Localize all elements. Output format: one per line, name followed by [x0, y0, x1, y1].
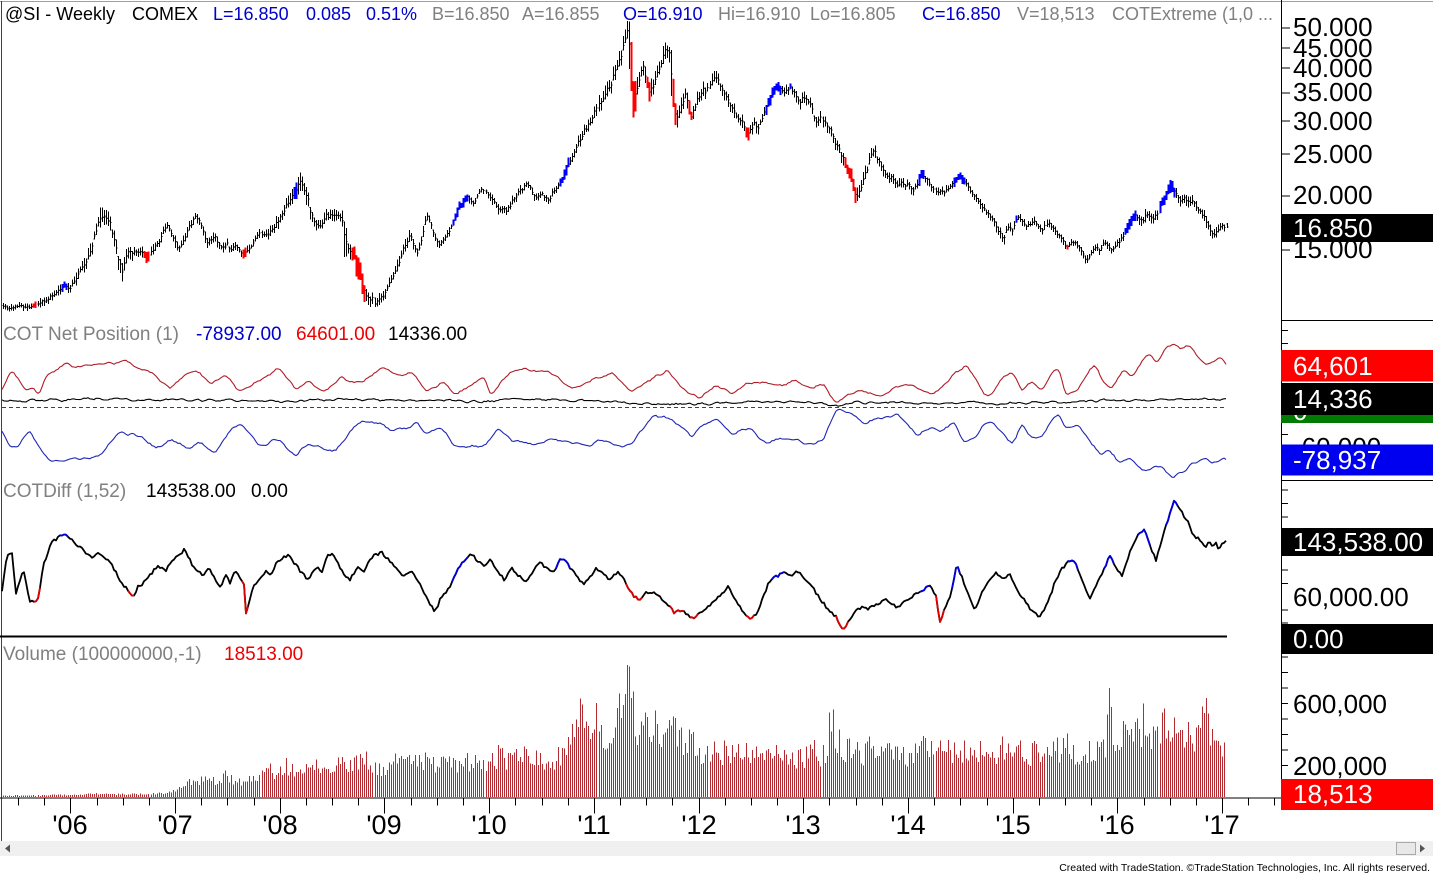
svg-text:45.000: 45.000 [1293, 33, 1373, 63]
svg-text:143,538.00: 143,538.00 [1293, 527, 1423, 557]
svg-text:'10: '10 [471, 810, 506, 840]
svg-text:COMEX: COMEX [132, 4, 198, 24]
svg-text:O=16.910: O=16.910 [623, 4, 703, 24]
svg-text:200,000: 200,000 [1293, 751, 1387, 781]
svg-text:16.850: 16.850 [1293, 213, 1373, 243]
svg-text:14336.00: 14336.00 [388, 324, 467, 345]
svg-text:-78937.00: -78937.00 [196, 324, 282, 345]
svg-text:0.00: 0.00 [1293, 624, 1344, 654]
svg-text:'11: '11 [577, 810, 610, 840]
svg-text:-78,937: -78,937 [1293, 445, 1381, 475]
svg-text:143538.00: 143538.00 [146, 481, 236, 502]
svg-text:'16: '16 [1099, 810, 1134, 840]
svg-text:30.000: 30.000 [1293, 106, 1373, 136]
svg-text:14,336: 14,336 [1293, 384, 1373, 414]
svg-text:40.000: 40.000 [1293, 53, 1373, 83]
svg-text:18,513: 18,513 [1293, 779, 1373, 809]
svg-text:50.000: 50.000 [1293, 12, 1373, 42]
svg-text:A=16.855: A=16.855 [522, 4, 600, 24]
svg-text:B=16.850: B=16.850 [432, 4, 510, 24]
svg-text:60,000.00: 60,000.00 [1293, 582, 1409, 612]
svg-text:64,601: 64,601 [1293, 351, 1373, 381]
svg-text:L=16.850: L=16.850 [213, 4, 289, 24]
svg-text:20.000: 20.000 [1293, 180, 1373, 210]
svg-text:'12: '12 [681, 810, 716, 840]
svg-text:@SI - Weekly: @SI - Weekly [5, 4, 115, 24]
svg-text:35.000: 35.000 [1293, 77, 1373, 107]
svg-text:Created with TradeStation. ©Tr: Created with TradeStation. ©TradeStation… [1059, 862, 1430, 874]
svg-text:0.085: 0.085 [306, 4, 351, 24]
svg-text:Hi=16.910: Hi=16.910 [718, 4, 801, 24]
svg-text:Lo=16.805: Lo=16.805 [810, 4, 896, 24]
svg-text:'08: '08 [262, 810, 297, 840]
svg-text:'13: '13 [785, 810, 820, 840]
svg-text:'15: '15 [995, 810, 1030, 840]
svg-text:COTExtreme (1,0 ...: COTExtreme (1,0 ... [1112, 4, 1273, 24]
svg-text:64601.00: 64601.00 [296, 324, 375, 345]
svg-text:18513.00: 18513.00 [224, 644, 303, 665]
svg-text:COTDiff (1,52): COTDiff (1,52) [3, 481, 126, 502]
svg-text:Volume (100000000,-1): Volume (100000000,-1) [3, 644, 202, 665]
svg-text:'06: '06 [52, 810, 87, 840]
svg-text:'09: '09 [366, 810, 401, 840]
svg-text:'07: '07 [157, 810, 192, 840]
svg-text:'17: '17 [1204, 810, 1239, 840]
svg-text:0.51%: 0.51% [366, 4, 417, 24]
svg-text:25.000: 25.000 [1293, 139, 1373, 169]
svg-text:V=18,513: V=18,513 [1017, 4, 1095, 24]
svg-text:COT Net Position (1): COT Net Position (1) [3, 324, 179, 345]
svg-text:600,000: 600,000 [1293, 689, 1387, 719]
svg-text:0.00: 0.00 [251, 481, 288, 502]
svg-text:C=16.850: C=16.850 [922, 4, 1001, 24]
svg-text:'14: '14 [890, 810, 925, 840]
